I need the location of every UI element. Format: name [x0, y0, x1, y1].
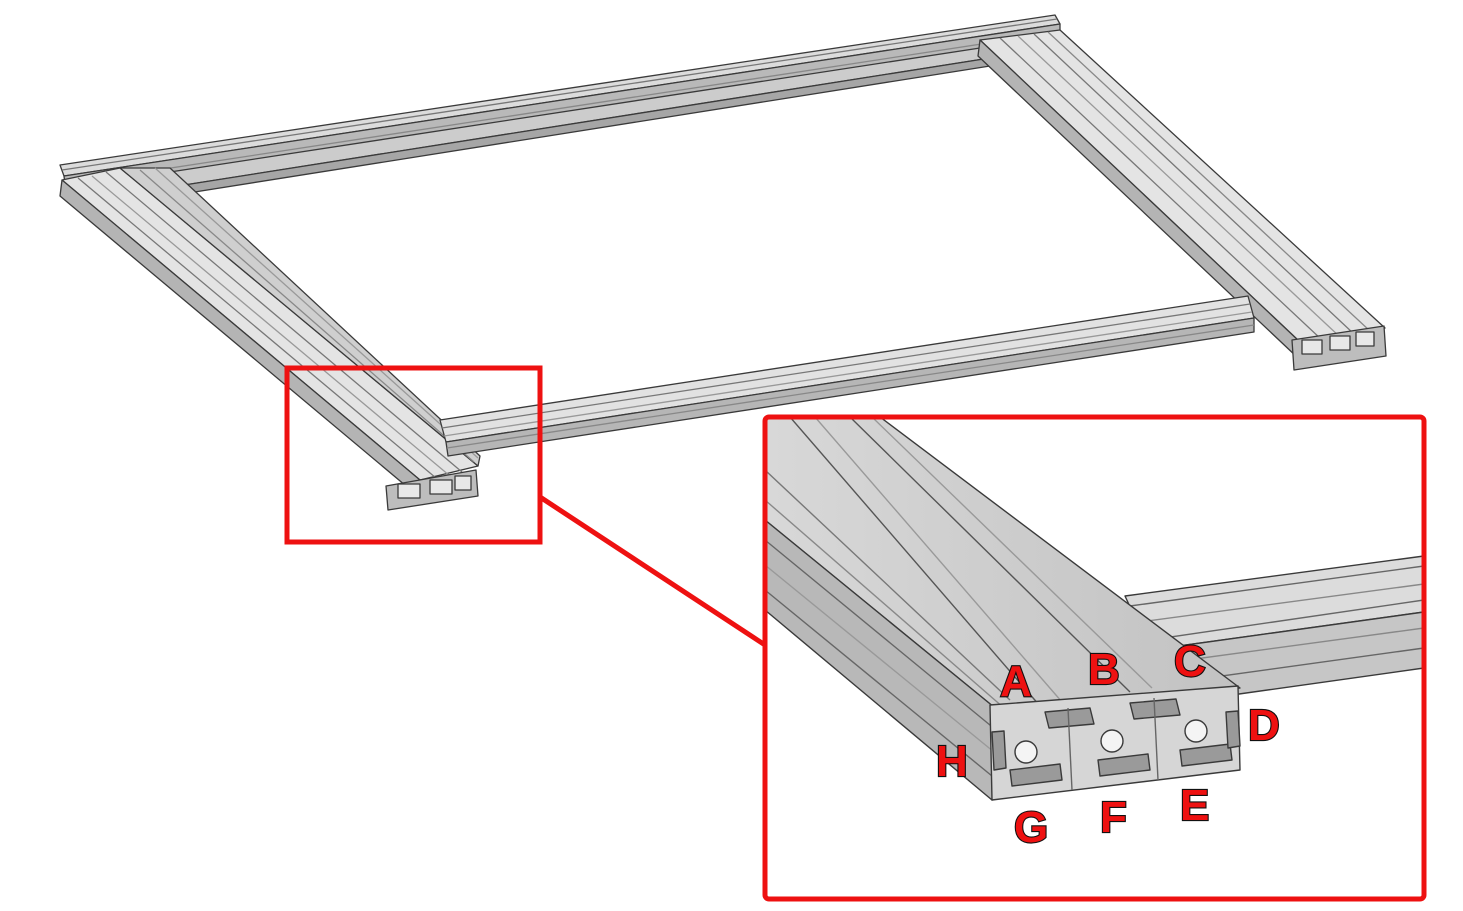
- extrusion-frame: [59, 14, 1387, 511]
- slot-label-f: F: [1100, 793, 1127, 842]
- highlight-box: [284, 365, 543, 545]
- zoom-inset-border: [762, 414, 1427, 902]
- left-rail: [59, 167, 481, 511]
- slot-label-d: D: [1248, 701, 1280, 750]
- extrusion-end-profile: [989, 685, 1241, 801]
- slot-labels: A B C D E F G H: [935, 636, 1281, 853]
- zoom-inset: A B C D E F G H: [762, 414, 1427, 902]
- slot-label-a: A: [1000, 657, 1032, 706]
- zoom-connector-line: [538, 494, 767, 648]
- slot-label-c: C: [1174, 637, 1206, 686]
- slot-label-b: B: [1088, 645, 1120, 694]
- front-rail: [439, 295, 1255, 457]
- back-rail: [59, 14, 1061, 195]
- slot-label-g: G: [1014, 803, 1048, 852]
- slot-label-h: H: [936, 737, 968, 786]
- right-rail: [977, 29, 1387, 371]
- slot-label-e: E: [1180, 781, 1209, 830]
